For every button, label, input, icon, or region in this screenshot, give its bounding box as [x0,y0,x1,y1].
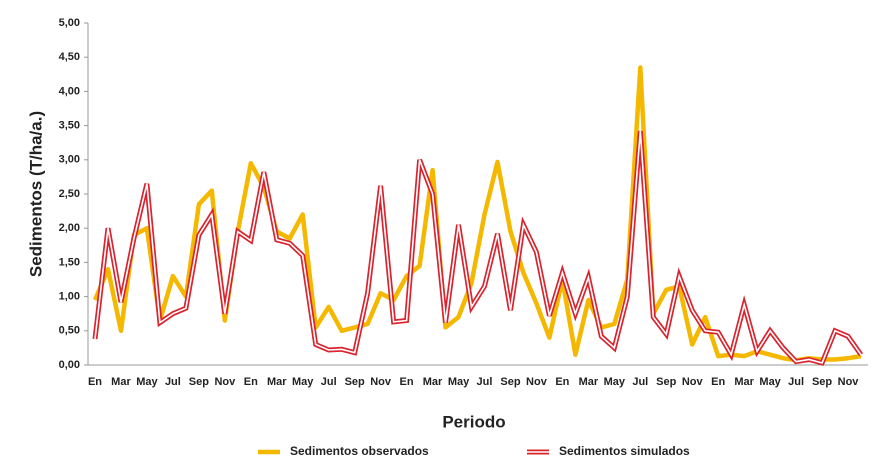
y-tick-label: 4,00 [59,85,80,97]
x-tick-label: Mar [734,376,754,388]
x-tick-label: Sep [656,376,676,388]
y-tick-label: 1,50 [59,256,80,268]
x-axis-title: Periodo [442,412,505,431]
y-tick-label: 3,00 [59,154,80,166]
x-tick-label: Nov [526,376,548,388]
x-tick-label: May [136,376,158,388]
x-tick-label: En [555,376,569,388]
x-tick-label: Sep [500,376,520,388]
x-tick-label: Jul [165,376,181,388]
y-tick-label: 2,00 [59,222,80,234]
x-tick-label: Nov [838,376,860,388]
y-tick-label: 5,00 [59,17,80,29]
x-tick-label: Jul [788,376,804,388]
y-tick-label: 0,50 [59,325,80,337]
x-tick-label: Nov [214,376,236,388]
y-tick-label: 3,50 [59,120,80,132]
y-tick-label: 1,00 [59,291,80,303]
x-tick-label: May [759,376,781,388]
x-tick-label: Sep [189,376,209,388]
x-tick-label: Mar [267,376,287,388]
x-tick-label: Sep [345,376,365,388]
y-tick-label: 0,00 [59,359,80,371]
x-tick-label: Sep [812,376,832,388]
x-tick-label: En [400,376,414,388]
x-tick-label: Mar [579,376,599,388]
x-tick-label: Nov [682,376,704,388]
y-tick-label: 4,50 [59,51,80,63]
series-line-inner [94,131,862,364]
x-tick-label: Jul [632,376,648,388]
y-tick-label: 2,50 [59,188,80,200]
x-tick-label: May [448,376,470,388]
x-tick-label: May [292,376,314,388]
x-tick-label: Jul [321,376,337,388]
y-axis-title: Sedimentos (T/ha/a.) [26,111,45,277]
x-tick-label: En [244,376,258,388]
x-tick-label: May [604,376,626,388]
legend-label: Sedimentos simulados [559,444,690,458]
legend-label: Sedimentos observados [290,444,429,458]
x-tick-label: Nov [370,376,392,388]
x-tick-label: Mar [111,376,131,388]
x-tick-label: En [711,376,725,388]
x-tick-label: Mar [423,376,443,388]
x-tick-label: En [88,376,102,388]
x-tick-label: Jul [477,376,493,388]
